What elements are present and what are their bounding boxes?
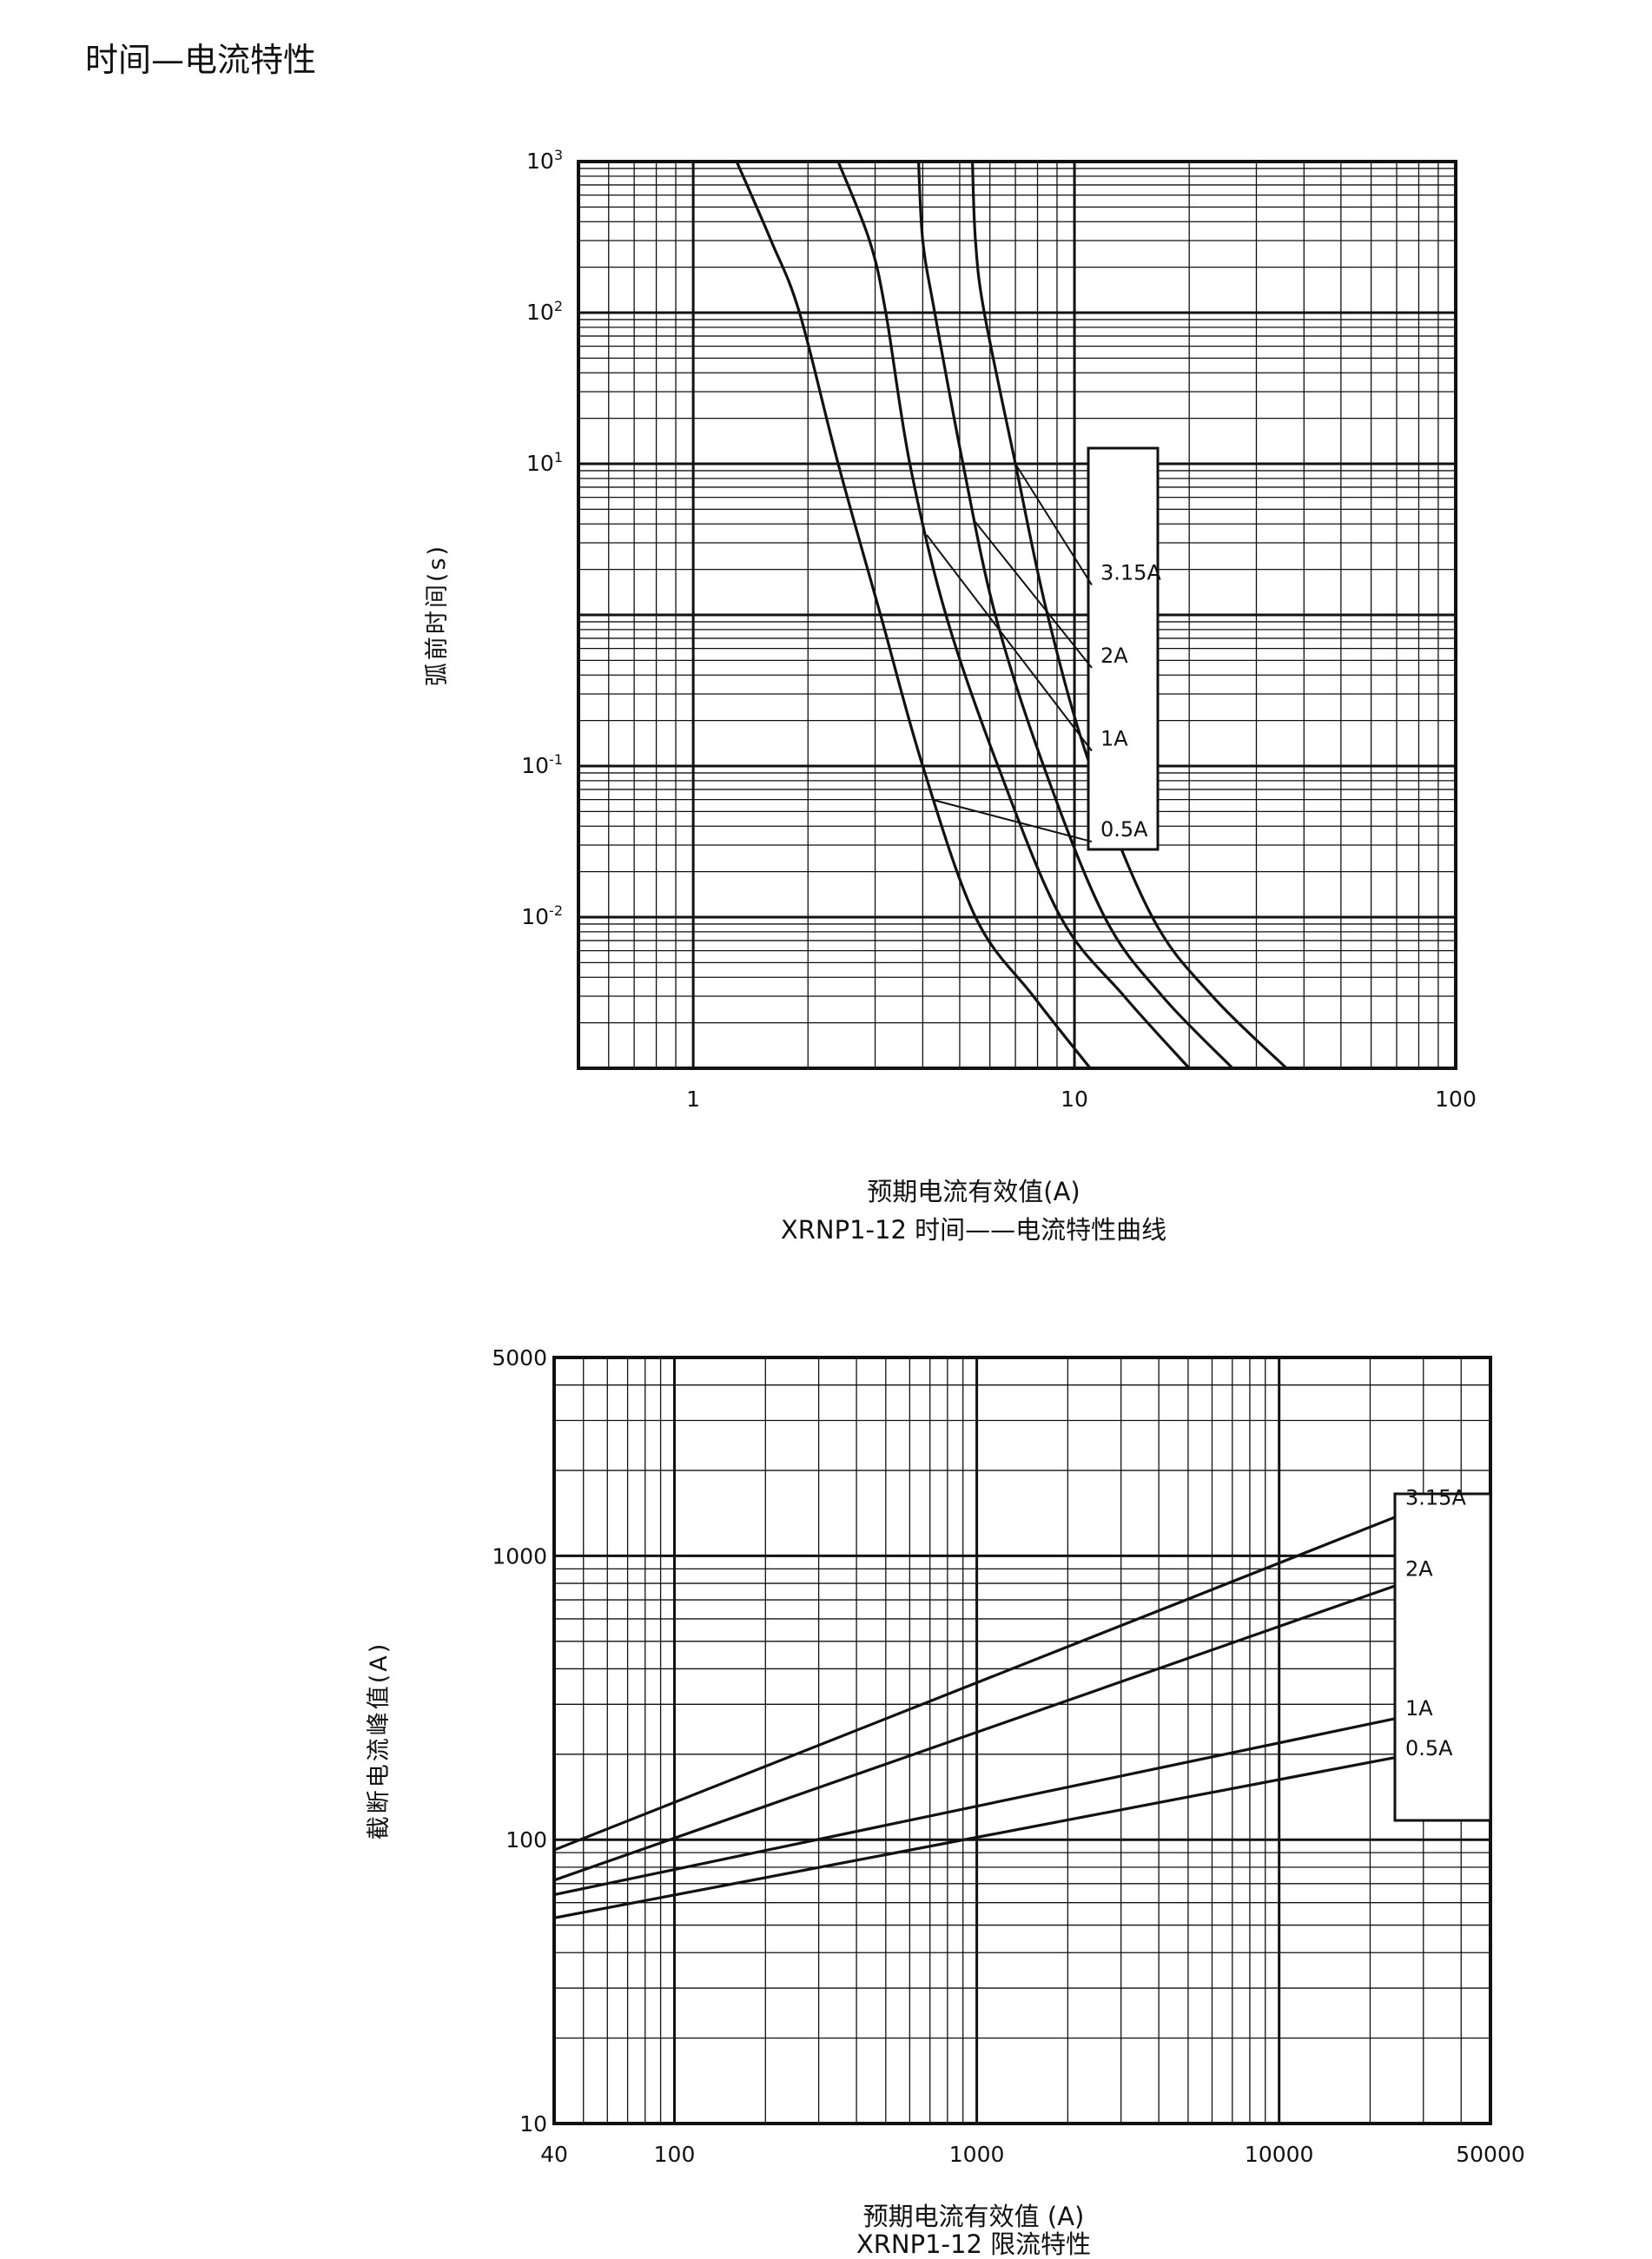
c2-legend-label-1a: 1A [1405, 1696, 1433, 1721]
current-limiting-grid [553, 1357, 1491, 2125]
time-current-x-ticks: 1 10 100 [686, 1087, 1477, 1112]
c2-x-tick-label: 10000 [1245, 2142, 1314, 2167]
c1-y-tick-label: 10-2 [521, 902, 563, 929]
current-limiting-curves [554, 1496, 1444, 1919]
time-current-x-axis-label: 预期电流有效值(A) [867, 1177, 1080, 1206]
c2-x-tick-label: 100 [654, 2142, 696, 2167]
current-limiting-y-ticks: 5000 1000 100 10 [492, 1345, 547, 2137]
current-limiting-plot-frame [552, 1356, 1492, 2125]
c1-x-tick-label: 100 [1435, 1087, 1477, 1112]
c1-legend-pointer-1a [926, 534, 1093, 752]
c2-legend-label-0-5a: 0.5A [1405, 1736, 1453, 1760]
current-limiting-x-axis-label: 预期电流有效值 (A) [863, 2202, 1085, 2231]
c1-legend-label-2a: 2A [1100, 644, 1128, 668]
time-current-y-ticks: 103 102 101 10-1 10-2 [521, 147, 563, 929]
c2-x-tick-label: 1000 [949, 2142, 1005, 2167]
c2-legend-label-3-15a: 3.15A [1405, 1486, 1466, 1510]
c1-series-2a [916, 162, 1234, 1068]
c1-y-tick-label: 102 [526, 298, 563, 325]
page-title: 时间—电流特性 [85, 41, 317, 79]
c1-legend-label-0-5a: 0.5A [1100, 817, 1148, 842]
c1-y-tick-label: 101 [526, 449, 563, 476]
c1-x-tick-label: 1 [686, 1087, 700, 1112]
current-limiting-chart-title: XRNP1-12 限流特性 [856, 2229, 1091, 2258]
current-limiting-legend: 3.15A 2A 1A 0.5A [1393, 1486, 1492, 1822]
c2-x-tick-label: 50000 [1456, 2142, 1525, 2167]
current-limiting-chart: 3.15A 2A 1A 0.5A 40 100 1000 10000 50000 5000 10… [366, 1345, 1525, 2258]
c1-x-tick-label: 10 [1061, 1087, 1088, 1112]
c2-series-0-5a [554, 1747, 1444, 1919]
time-current-y-axis-label: 弧前时间(s) [424, 544, 451, 686]
time-current-curves [735, 162, 1288, 1068]
c2-series-2a [554, 1567, 1444, 1882]
c1-legend-box [1087, 446, 1160, 851]
c2-legend-box [1393, 1492, 1492, 1822]
current-limiting-y-axis-label: 截断电流峰值(A) [366, 1641, 393, 1840]
c1-legend-label-3-15a: 3.15A [1100, 560, 1161, 585]
c1-series-1a [836, 162, 1191, 1068]
c2-y-tick-label: 1000 [492, 1543, 547, 1569]
c2-series-1a [554, 1707, 1444, 1897]
c2-legend-label-2a: 2A [1405, 1556, 1433, 1581]
c2-y-tick-label: 10 [519, 2111, 547, 2137]
c1-y-tick-label: 103 [526, 147, 563, 174]
c2-y-tick-label: 5000 [492, 1345, 547, 1371]
time-current-plot-frame [577, 160, 1457, 1070]
current-limiting-x-ticks: 40 100 1000 10000 50000 [540, 2142, 1525, 2167]
c2-series-3-15a [554, 1496, 1444, 1852]
c1-series-3-15a [971, 162, 1288, 1068]
c1-legend-pointer-0-5a [934, 799, 1093, 843]
time-current-chart-title: XRNP1-12 时间——电流特性曲线 [781, 1215, 1166, 1245]
c2-y-tick-label: 100 [506, 1827, 547, 1853]
time-current-grid [578, 160, 1457, 1070]
c1-legend-pointer-3-15a [1014, 463, 1093, 585]
c1-legend-label-1a: 1A [1100, 727, 1128, 751]
c1-series-0-5a [735, 162, 1092, 1068]
c2-x-tick-label: 40 [540, 2142, 568, 2167]
c1-legend-pointer-2a [975, 521, 1093, 669]
time-current-chart: 0.5A 1A 2A 3.15A 1 10 100 103 102 101 10-1 10-2 弧… [424, 147, 1477, 1245]
time-current-legend: 0.5A 1A 2A 3.15A [926, 446, 1161, 851]
c1-y-tick-label: 10-1 [521, 751, 563, 778]
